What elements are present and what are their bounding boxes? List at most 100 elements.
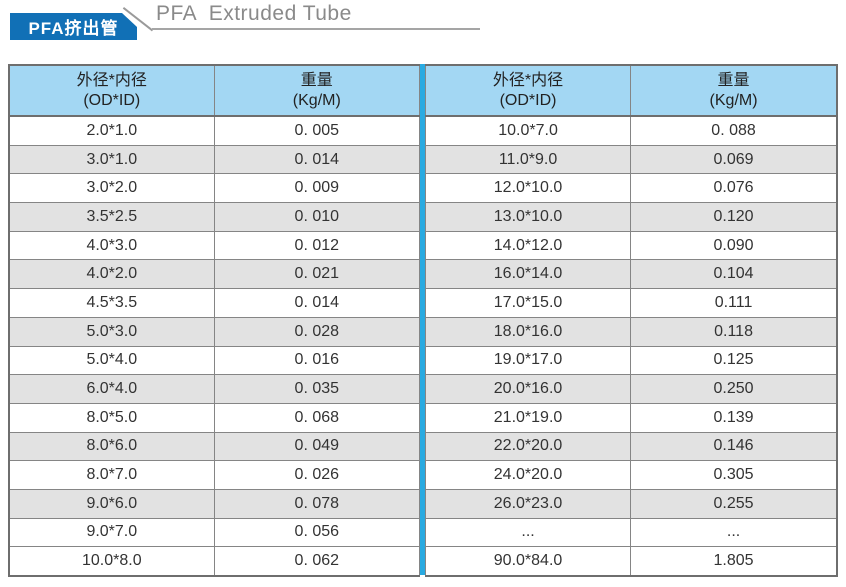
section-badge-label: PFA挤出管 <box>28 19 119 38</box>
table-row: 4.0*2.0 0. 021 <box>8 259 421 290</box>
size-cell: 5.0*4.0 <box>8 345 215 376</box>
weight-cell: 0.076 <box>630 173 838 204</box>
size-cell: 17.0*15.0 <box>424 288 632 318</box>
size-cell: 19.0*17.0 <box>424 345 632 376</box>
weight-cell: 0. 010 <box>213 202 421 232</box>
table-row: 18.0*16.0 0.118 <box>424 316 838 347</box>
table-row: ... ... <box>424 517 838 548</box>
table-row: 12.0*10.0 0.076 <box>424 173 838 204</box>
col-header-size-en: (OD*ID) <box>83 91 141 109</box>
size-cell: 13.0*10.0 <box>424 202 632 232</box>
col-header-size: 外径*内径 (OD*ID) <box>8 64 215 117</box>
table-row: 10.0*7.0 0. 088 <box>424 115 838 146</box>
table-row: 8.0*6.0 0. 049 <box>8 431 421 462</box>
size-cell: 18.0*16.0 <box>424 316 632 347</box>
size-cell: 12.0*10.0 <box>424 173 632 204</box>
weight-cell: 0. 035 <box>213 374 421 404</box>
weight-cell: 0.305 <box>630 460 838 490</box>
table-row: 90.0*84.0 1.805 <box>424 546 838 577</box>
weight-cell: 0.069 <box>630 144 838 175</box>
size-cell: 4.0*3.0 <box>8 230 215 261</box>
table-header-row: 外径*内径 (OD*ID) 重量 (Kg/M) <box>8 64 421 117</box>
size-cell: 90.0*84.0 <box>424 546 632 577</box>
table-row: 9.0*7.0 0. 056 <box>8 517 421 548</box>
weight-cell: 0. 078 <box>213 488 421 519</box>
size-cell: 21.0*19.0 <box>424 402 632 433</box>
table-row: 21.0*19.0 0.139 <box>424 402 838 433</box>
weight-cell: ... <box>630 517 838 548</box>
weight-cell: 0. 014 <box>213 144 421 175</box>
table-row: 13.0*10.0 0.120 <box>424 202 838 232</box>
col-header-size-zh: 外径*内径 <box>492 71 564 89</box>
size-cell: 4.5*3.5 <box>8 288 215 318</box>
table-row: 5.0*3.0 0. 028 <box>8 316 421 347</box>
col-header-weight-en: (Kg/M) <box>292 91 341 109</box>
table-header-row: 外径*内径 (OD*ID) 重量 (Kg/M) <box>424 64 838 117</box>
size-cell: ... <box>424 517 632 548</box>
size-cell: 6.0*4.0 <box>8 374 215 404</box>
weight-cell: 0. 026 <box>213 460 421 490</box>
weight-cell: 0.111 <box>630 288 838 318</box>
table-row: 3.5*2.5 0. 010 <box>8 202 421 232</box>
table-row: 10.0*8.0 0. 062 <box>8 546 421 577</box>
weight-cell: 0. 056 <box>213 517 421 548</box>
weight-cell: 0.255 <box>630 488 838 519</box>
size-cell: 5.0*3.0 <box>8 316 215 347</box>
size-cell: 10.0*8.0 <box>8 546 215 577</box>
weight-cell: 0.146 <box>630 431 838 462</box>
header-rule <box>152 28 480 30</box>
size-cell: 8.0*7.0 <box>8 460 215 490</box>
size-cell: 3.0*2.0 <box>8 173 215 204</box>
size-cell: 4.0*2.0 <box>8 259 215 290</box>
weight-cell: 0. 088 <box>630 115 838 146</box>
size-cell: 3.5*2.5 <box>8 202 215 232</box>
weight-cell: 1.805 <box>630 546 838 577</box>
table-row: 20.0*16.0 0.250 <box>424 374 838 404</box>
spec-table: 外径*内径 (OD*ID) 重量 (Kg/M) 2.0*1.0 0. 005 3… <box>8 64 838 577</box>
table-row: 4.0*3.0 0. 012 <box>8 230 421 261</box>
weight-cell: 0.250 <box>630 374 838 404</box>
size-cell: 22.0*20.0 <box>424 431 632 462</box>
table-divider-line <box>420 64 425 575</box>
spec-table-left: 外径*内径 (OD*ID) 重量 (Kg/M) 2.0*1.0 0. 005 3… <box>8 64 421 577</box>
col-header-weight-zh: 重量 <box>300 71 333 89</box>
weight-cell: 0. 009 <box>213 173 421 204</box>
weight-cell: 0. 014 <box>213 288 421 318</box>
table-row: 24.0*20.0 0.305 <box>424 460 838 490</box>
col-header-size-zh: 外径*内径 <box>76 71 147 89</box>
col-header-weight: 重量 (Kg/M) <box>630 64 838 117</box>
weight-cell: 0.104 <box>630 259 838 290</box>
weight-cell: 0.125 <box>630 345 838 376</box>
table-row: 8.0*5.0 0. 068 <box>8 402 421 433</box>
table-row: 2.0*1.0 0. 005 <box>8 115 421 146</box>
weight-cell: 0. 005 <box>213 115 421 146</box>
col-header-weight: 重量 (Kg/M) <box>213 64 421 117</box>
table-row: 4.5*3.5 0. 014 <box>8 288 421 318</box>
size-cell: 9.0*7.0 <box>8 517 215 548</box>
table-row: 19.0*17.0 0.125 <box>424 345 838 376</box>
table-row: 11.0*9.0 0.069 <box>424 144 838 175</box>
table-row: 9.0*6.0 0. 078 <box>8 488 421 519</box>
size-cell: 2.0*1.0 <box>8 115 215 146</box>
table-row: 14.0*12.0 0.090 <box>424 230 838 261</box>
size-cell: 14.0*12.0 <box>424 230 632 261</box>
table-row: 26.0*23.0 0.255 <box>424 488 838 519</box>
weight-cell: 0.118 <box>630 316 838 347</box>
size-cell: 9.0*6.0 <box>8 488 215 519</box>
size-cell: 3.0*1.0 <box>8 144 215 175</box>
weight-cell: 0. 016 <box>213 345 421 376</box>
weight-cell: 0.139 <box>630 402 838 433</box>
weight-cell: 0. 028 <box>213 316 421 347</box>
page-title: PFA Extruded Tube <box>156 2 352 25</box>
table-row: 8.0*7.0 0. 026 <box>8 460 421 490</box>
col-header-size: 外径*内径 (OD*ID) <box>424 64 632 117</box>
weight-cell: 0. 068 <box>213 402 421 433</box>
section-badge: PFA挤出管 <box>10 13 137 40</box>
size-cell: 26.0*23.0 <box>424 488 632 519</box>
table-row: 3.0*1.0 0. 014 <box>8 144 421 175</box>
spec-table-right: 外径*内径 (OD*ID) 重量 (Kg/M) 10.0*7.0 0. 088 … <box>424 64 838 577</box>
size-cell: 8.0*6.0 <box>8 431 215 462</box>
col-header-weight-en: (Kg/M) <box>709 91 758 109</box>
size-cell: 11.0*9.0 <box>424 144 632 175</box>
